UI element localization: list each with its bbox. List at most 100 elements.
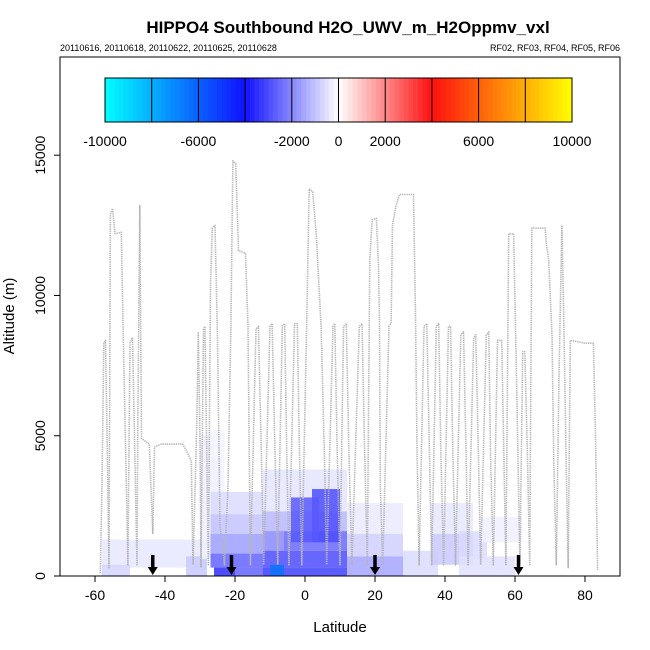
- colorbar-strip: [478, 78, 484, 122]
- latitude-arrow-1: [226, 555, 237, 575]
- colorbar-strip: [413, 78, 419, 122]
- colorbar-strip: [282, 78, 288, 122]
- colorbar-strip: [385, 78, 391, 122]
- colorbar-strip: [161, 78, 167, 122]
- colorbar-strip: [394, 78, 400, 122]
- colorbar-strip: [436, 78, 442, 122]
- colorbar-strip: [240, 78, 246, 122]
- colorbar-strip: [133, 78, 139, 122]
- colorbar-strip: [254, 78, 260, 122]
- colorbar-strip: [431, 78, 438, 122]
- colorbar-labels: -10000 -6000 -2000 0 2000 6000 10000: [83, 133, 591, 149]
- colorbar-label-0: -10000: [83, 133, 127, 149]
- heat-cell-18: [270, 564, 284, 576]
- latitude-arrow-2: [370, 555, 380, 575]
- x-tick-label-5: 40: [437, 587, 453, 603]
- colorbar-strip: [501, 78, 508, 122]
- plot-frame: [59, 56, 621, 577]
- colorbar-strip: [235, 78, 242, 122]
- colorbar-strip: [343, 78, 349, 122]
- colorbar-strip: [515, 78, 522, 122]
- colorbar-strip: [263, 78, 270, 122]
- colorbar-strip: [525, 78, 531, 122]
- colorbar-strip: [417, 78, 424, 122]
- heat-cell-22: [347, 503, 403, 534]
- x-axis-title: Latitude: [313, 619, 366, 636]
- colorbar-strip: [189, 78, 195, 122]
- x-axis: -60 -40 -20 0 20 40 60 80: [85, 576, 593, 603]
- colorbar-strip: [193, 78, 199, 122]
- colorbar-strip: [534, 78, 540, 122]
- colorbar-strip: [226, 78, 232, 122]
- colorbar-strip: [487, 78, 494, 122]
- colorbar-strip: [207, 78, 214, 122]
- colorbar-strip: [361, 78, 368, 122]
- y-tick-label-1: 5000: [32, 420, 48, 451]
- colorbar-strip: [389, 78, 396, 122]
- colorbar-strip: [151, 78, 157, 122]
- heat-cell-29: [480, 517, 522, 543]
- heat-cell-10: [214, 567, 235, 576]
- colorbar-strip: [273, 78, 279, 122]
- colorbar-strip: [371, 78, 377, 122]
- colorbar-strip: [203, 78, 209, 122]
- colorbar-strip: [249, 78, 256, 122]
- x-tick-label-6: 60: [507, 587, 523, 603]
- colorbar-strip: [329, 78, 335, 122]
- colorbar-strip: [497, 78, 503, 122]
- colorbar-strip: [492, 78, 498, 122]
- latitude-arrows: [147, 555, 524, 575]
- colorbar-strip: [319, 78, 326, 122]
- colorbar-strip: [529, 78, 536, 122]
- heat-cell-2: [186, 556, 207, 576]
- y-tick-label-2: 10000: [32, 276, 48, 315]
- colorbar-strip: [291, 78, 298, 122]
- colorbar-strip: [539, 78, 545, 122]
- colorbar-label-5: 6000: [463, 133, 494, 149]
- x-tick-label-3: 0: [301, 587, 309, 603]
- heat-cell-5: [210, 430, 225, 492]
- colorbar-strip: [562, 78, 568, 122]
- colorbar-strip: [441, 78, 447, 122]
- heat-cell-21: [291, 497, 319, 543]
- colorbar-strip: [422, 78, 428, 122]
- colorbar-strip: [105, 78, 111, 122]
- colorbar-strip: [137, 78, 143, 122]
- colorbar-strip: [231, 78, 237, 122]
- flight-track: [99, 160, 599, 574]
- colorbar-strip: [259, 78, 265, 122]
- colorbar-strip: [305, 78, 312, 122]
- y-tick-label-3: 15000: [32, 136, 48, 175]
- colorbar-strip: [352, 78, 358, 122]
- colorbar-strip: [553, 78, 559, 122]
- colorbar-strip: [357, 78, 363, 122]
- x-tick-label-7: 80: [577, 587, 593, 603]
- colorbar-label-4: 2000: [370, 133, 401, 149]
- colorbar-strip: [459, 78, 466, 122]
- chart-subtitle-dates: 20110616, 20110618, 20110622, 20110625, …: [60, 43, 277, 53]
- colorbar-strip: [217, 78, 223, 122]
- colorbar-strip: [245, 78, 251, 122]
- colorbar-strip: [511, 78, 517, 122]
- colorbar-label-2: -2000: [274, 133, 310, 149]
- colorbar-strip: [287, 78, 293, 122]
- colorbar-strip: [310, 78, 316, 122]
- heat-cell-19: [284, 567, 347, 576]
- colorbar-strip: [469, 78, 475, 122]
- colorbar-strip: [170, 78, 176, 122]
- colorbar-strip: [175, 78, 181, 122]
- colorbar-strip: [548, 78, 554, 122]
- heat-cell-7: [210, 514, 263, 534]
- y-axis-title: Altitude (m): [1, 278, 18, 355]
- colorbar-strip: [403, 78, 410, 122]
- colorbar-strip: [165, 78, 171, 122]
- colorbar-strip: [301, 78, 307, 122]
- colorbar-strip: [268, 78, 274, 122]
- colorbar-strip: [156, 78, 162, 122]
- colorbar-strip: [114, 78, 120, 122]
- colorbar-strip: [483, 78, 489, 122]
- colorbar-strip: [375, 78, 382, 122]
- colorbar-strip: [520, 78, 526, 122]
- chart-title: HIPPO4 Southbound H2O_UWV_m_H2Oppmv_vxl: [146, 18, 549, 37]
- y-axis: 0 5000 10000 15000: [32, 136, 60, 580]
